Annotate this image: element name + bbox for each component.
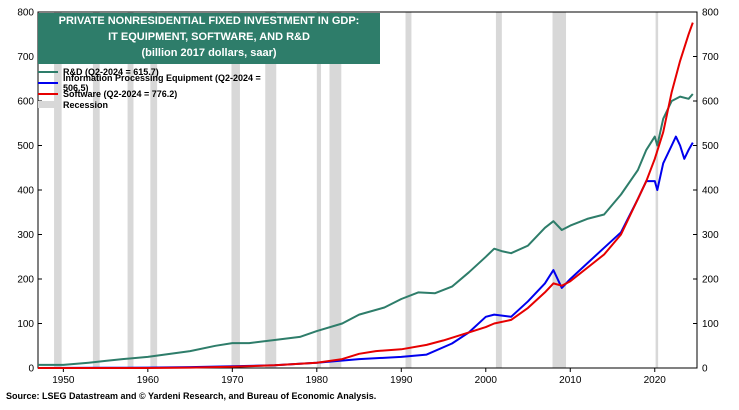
recession-band — [127, 12, 134, 368]
recession-band — [405, 12, 412, 368]
recession-band — [552, 12, 567, 368]
y-axis-left: 0 100 200 300 400 500 600 700 800 — [17, 8, 42, 375]
y-tick-label-left: 0 — [28, 364, 34, 375]
legend-label-it-equipment: Information Processing Equipment (Q2-202… — [63, 72, 261, 93]
legend-swatch-rnd — [38, 70, 58, 73]
y-tick-label-left: 800 — [17, 8, 34, 19]
x-axis: 1950 1960 1970 1980 1990 2000 2010 2020 — [52, 368, 666, 386]
y-tick-label-right: 800 — [702, 8, 719, 19]
y-tick-label-left: 700 — [17, 52, 34, 63]
y-tick-label-right: 400 — [702, 186, 719, 197]
legend-swatch-software — [38, 92, 58, 95]
legend-item-recession: Recession — [38, 99, 262, 110]
y-tick-label-left: 400 — [17, 186, 34, 197]
y-tick-label-left: 100 — [17, 319, 34, 330]
recession-band — [329, 12, 342, 368]
legend-swatch-it-equipment — [38, 81, 58, 84]
y-tick-label-left: 600 — [17, 97, 34, 108]
legend-label-recession: Recession — [63, 99, 109, 110]
x-tick-label: 1950 — [52, 375, 75, 386]
y-tick-label-right: 200 — [702, 275, 719, 286]
series-lines — [37, 22, 694, 369]
title-line-2: IT EQUIPMENT, SOFTWARE, AND R&D — [108, 31, 310, 43]
y-tick-label-right: 500 — [702, 141, 719, 152]
legend-item-rnd: R&D (Q2-2024 = 615.7) — [38, 66, 262, 77]
legend-label-rnd: R&D (Q2-2024 = 615.7) — [63, 66, 159, 77]
y-tick-label-right: 600 — [702, 97, 719, 108]
x-tick-label: 1990 — [390, 375, 413, 386]
x-tick-label: 2010 — [559, 375, 582, 386]
series-line-software — [38, 22, 694, 369]
y-tick-label-left: 300 — [17, 230, 34, 241]
legend-label-software: Software (Q2-2024 = 776.2) — [63, 88, 178, 99]
y-tick-label-right: 0 — [702, 364, 708, 375]
recession-band — [92, 12, 100, 368]
recession-band — [231, 12, 240, 368]
y-tick-label-left: 200 — [17, 275, 34, 286]
legend-item-software: Software (Q2-2024 = 776.2) — [38, 88, 262, 99]
series-line-it-equipment — [37, 135, 694, 369]
chart-title: PRIVATE NONRESIDENTIAL FIXED INVESTMENT … — [38, 13, 380, 64]
legend-item-it-equipment: Information Processing Equipment (Q2-202… — [38, 73, 262, 93]
legend: R&D (Q2-2024 = 615.7) Information Proces… — [38, 66, 262, 110]
y-tick-label-right: 100 — [702, 319, 719, 330]
recession-band — [316, 12, 322, 368]
y-tick-label-left: 500 — [17, 141, 34, 152]
y-tick-label-right: 700 — [702, 52, 719, 63]
x-tick-label: 1970 — [221, 375, 244, 386]
title-line-3: (billion 2017 dollars, saar) — [141, 47, 277, 59]
x-tick-label: 2020 — [644, 375, 667, 386]
series-line-rnd — [38, 93, 694, 366]
recession-band — [150, 12, 158, 368]
x-tick-label: 1980 — [306, 375, 329, 386]
y-axis-right: 0 100 200 300 400 500 600 700 800 — [693, 8, 719, 375]
recession-band — [265, 12, 277, 368]
recession-band — [495, 12, 502, 368]
source-note: Source: LSEG Datastream and © Yardeni Re… — [6, 391, 377, 401]
x-tick-label: 2000 — [475, 375, 498, 386]
x-tick-label: 1960 — [137, 375, 160, 386]
legend-swatch-recession — [38, 101, 58, 108]
title-line-1: PRIVATE NONRESIDENTIAL FIXED INVESTMENT … — [58, 15, 360, 27]
y-tick-label-right: 300 — [702, 230, 719, 241]
recession-band — [54, 12, 62, 368]
